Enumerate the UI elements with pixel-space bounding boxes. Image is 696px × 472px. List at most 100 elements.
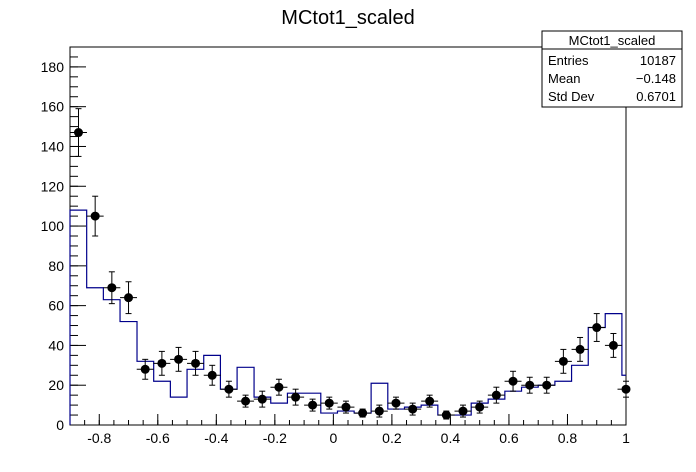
data-marker (274, 382, 284, 392)
data-marker (308, 400, 318, 410)
data-marker (525, 380, 535, 390)
x-tick-label: 1 (622, 430, 630, 446)
data-marker (174, 354, 184, 364)
stats-box-title: MCtot1_scaled (569, 33, 656, 48)
x-tick-label: 0 (329, 430, 337, 446)
data-point (437, 410, 455, 420)
data-point (86, 195, 104, 237)
data-marker (257, 394, 267, 404)
y-tick-label: 0 (56, 417, 64, 433)
y-tick-label: 160 (41, 99, 65, 115)
data-point (136, 358, 154, 380)
data-marker (324, 398, 334, 408)
x-tick-label: 0.6 (499, 430, 519, 446)
data-marker (107, 283, 117, 293)
stats-box-frame (541, 30, 683, 108)
data-point (170, 346, 188, 372)
data-point (538, 376, 556, 394)
data-marker (374, 406, 384, 416)
stats-entries-label: Entries (548, 53, 589, 68)
data-marker (458, 406, 468, 416)
data-point (454, 404, 472, 418)
y-axis: 0 20 40 60 80 100 120 140 160 180 (41, 46, 86, 433)
data-point (387, 396, 405, 410)
stats-mean-label: Mean (548, 71, 581, 86)
stats-box: MCtot1_scaled Entries 10187 Mean −0.148 … (541, 30, 683, 108)
x-tick-label: -0.6 (146, 430, 170, 446)
data-marker (475, 402, 485, 412)
y-tick-label: 140 (41, 138, 65, 154)
x-tick-label: 0.8 (558, 430, 578, 446)
x-tick-label: -0.2 (263, 430, 287, 446)
data-marker (140, 364, 150, 374)
data-point (504, 370, 522, 392)
data-point (70, 108, 87, 157)
data-point (370, 404, 388, 418)
y-tick-label: 40 (48, 337, 64, 353)
data-point (471, 400, 489, 414)
stats-stddev-value: 0.6701 (636, 89, 676, 104)
data-point (153, 350, 171, 376)
y-tick-label: 120 (41, 178, 65, 194)
data-point (304, 398, 322, 412)
data-point (220, 380, 238, 398)
y-tick-label: 60 (48, 298, 64, 314)
data-marker (558, 356, 568, 366)
data-point (287, 388, 305, 406)
data-marker (241, 396, 251, 406)
data-marker (621, 384, 631, 394)
data-point (588, 313, 606, 342)
data-point (270, 378, 288, 396)
data-point (487, 386, 505, 404)
data-marker (542, 380, 552, 390)
data-marker (425, 396, 435, 406)
chart-title: MCtot1_scaled (281, 7, 414, 29)
data-point (617, 380, 631, 398)
data-point (120, 281, 138, 315)
y-tick-label: 20 (48, 377, 64, 393)
x-tick-label: 0.4 (441, 430, 461, 446)
stats-mean-value: −0.148 (636, 71, 676, 86)
data-marker (124, 293, 134, 303)
data-point (571, 336, 589, 362)
data-marker (191, 358, 201, 368)
y-tick-label: 100 (41, 218, 65, 234)
data-point (337, 400, 355, 414)
data-marker (391, 398, 401, 408)
data-marker (73, 128, 83, 138)
data-marker (224, 384, 234, 394)
data-point (554, 348, 572, 374)
data-marker (575, 344, 585, 354)
data-point (354, 408, 372, 418)
x-tick-label: -0.4 (204, 430, 228, 446)
data-marker (592, 323, 602, 333)
x-axis: -0.8 -0.6 -0.4 -0.2 0 0.2 0.4 0.6 0.8 1 (69, 414, 630, 446)
data-point (521, 376, 539, 394)
data-point (237, 394, 255, 408)
data-marker (441, 410, 451, 420)
data-point (604, 332, 622, 358)
stats-stddev-label: Std Dev (548, 89, 595, 104)
data-point (404, 402, 422, 416)
data-marker (608, 340, 618, 350)
data-marker (408, 404, 418, 414)
data-points (70, 108, 631, 420)
data-marker (341, 402, 351, 412)
data-point (187, 350, 205, 376)
data-marker (358, 408, 368, 418)
data-point (203, 364, 221, 386)
data-point (421, 394, 439, 408)
y-tick-label: 80 (48, 258, 64, 274)
data-marker (157, 358, 167, 368)
data-point (253, 390, 271, 408)
y-tick-label: 180 (41, 59, 65, 75)
x-tick-label: 0.2 (382, 430, 402, 446)
data-marker (291, 392, 301, 402)
data-marker (90, 211, 100, 221)
data-point (103, 271, 121, 305)
data-marker (508, 376, 518, 386)
stats-entries-value: 10187 (640, 53, 676, 68)
data-marker (491, 390, 501, 400)
data-marker (207, 370, 217, 380)
